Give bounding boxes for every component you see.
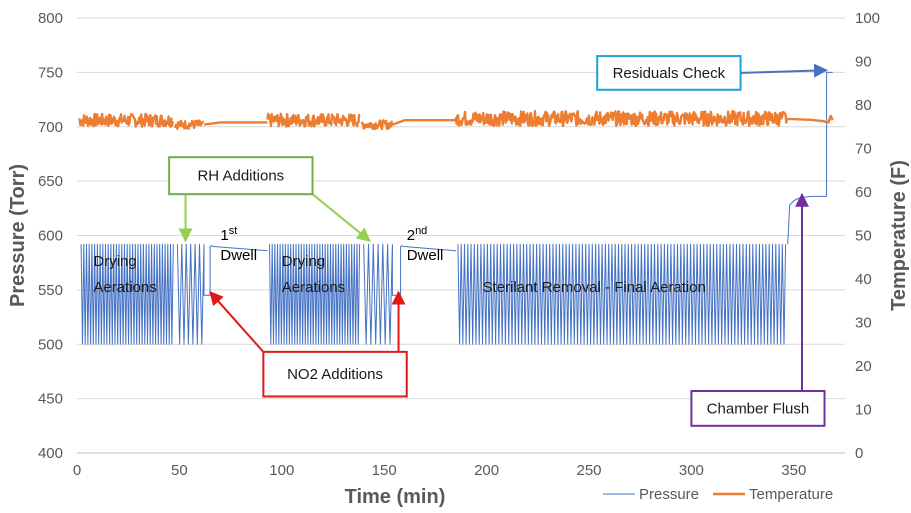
y-tick-label: 550 [38,282,63,299]
x-axis-title: Time (min) [345,486,446,508]
y2-tick-label: 0 [855,445,863,462]
dwell-label: 2nd [407,225,428,244]
y2-axis-title: Temperature (F) [888,160,910,311]
pressure-line-segment [212,245,268,252]
pressure-series [80,71,833,345]
annotations: RH Additions NO2 Additions Residuals Check… [168,55,828,427]
temperature-line-segment [266,112,361,128]
region-label: Sterilant Removal - Final Aeration [483,279,706,296]
callout-box [596,55,742,91]
dwell-ordinal-suffix: nd [415,225,427,237]
temperature-line-segment [78,112,174,128]
pressure-line-segment [391,244,403,296]
dwell-label: 1st [220,225,237,244]
y-tick-label: 400 [38,445,63,462]
dwell-word: Dwell [407,247,444,264]
y-tick-label: 700 [38,119,63,136]
pressure-line-segment [176,243,205,345]
axes: 4004505005506006507007508000102030405060… [7,10,910,508]
pressure-line-segment [457,243,787,345]
y2-tick-label: 10 [855,402,872,419]
pressure-line-segment [787,71,833,245]
temperature-line-segment [391,119,456,126]
region-label: Aerations [93,279,156,296]
callout-arrow [311,193,371,242]
x-tick-label: 250 [576,462,601,479]
callout-arrow [209,291,265,353]
y-tick-label: 800 [38,10,63,27]
callout-text: Residuals Check [613,65,726,82]
pressure-line-segment [402,245,456,252]
temperature-line-segment [360,119,393,131]
y2-tick-label: 80 [855,97,872,114]
y-tick-label: 500 [38,336,63,353]
y2-tick-label: 40 [855,271,872,288]
x-tick-label: 0 [73,462,81,479]
y2-tick-label: 60 [855,184,872,201]
callout-box [168,156,314,196]
y2-tick-label: 100 [855,10,880,27]
legend: Pressure Temperature [603,486,833,503]
region-label: Drying [93,253,136,270]
temperature-line-segment [787,114,834,124]
x-tick-label: 150 [372,462,397,479]
pressure-line-segment [269,243,361,345]
pressure-line-segment [203,244,213,296]
pressure-line-segment [80,243,174,345]
y2-tick-label: 20 [855,358,872,375]
series-layer [78,71,834,345]
temperature-series [78,109,834,131]
y2-tick-label: 70 [855,141,872,158]
dwell-word: Dwell [220,247,257,264]
x-tick-label: 100 [269,462,294,479]
region-labels: Drying Aerations Drying Aerations Sterilant … [93,225,706,296]
y2-tick-label: 30 [855,315,872,332]
pressure-line-segment [363,243,393,345]
y-tick-label: 750 [38,64,63,81]
region-label: Aerations [282,279,345,296]
callout-box [262,350,408,398]
callout-box [690,390,826,427]
callout-text: RH Additions [197,168,284,185]
y2-tick-label: 50 [855,228,872,245]
dwell-ordinal: 1 [220,227,228,244]
y-tick-label: 650 [38,173,63,190]
region-label: Drying [282,253,325,270]
x-tick-label: 50 [171,462,188,479]
x-tick-label: 350 [781,462,806,479]
legend-pressure-label: Pressure [639,486,699,503]
callout-text: NO2 Additions [287,366,383,383]
temperature-line-segment [454,109,789,128]
legend-temperature-label: Temperature [749,486,833,503]
dwell-ordinal-suffix: st [229,225,238,237]
y-axis-title: Pressure (Torr) [7,164,29,307]
y-tick-label: 450 [38,391,63,408]
x-tick-label: 200 [474,462,499,479]
dwell-ordinal: 2 [407,227,415,244]
y2-tick-label: 90 [855,54,872,71]
callout-text: Chamber Flush [707,400,810,417]
temperature-line-segment [203,121,268,126]
temperature-line-segment [174,119,205,131]
x-tick-label: 300 [679,462,704,479]
callout-arrow [740,63,828,78]
y-tick-label: 600 [38,228,63,245]
